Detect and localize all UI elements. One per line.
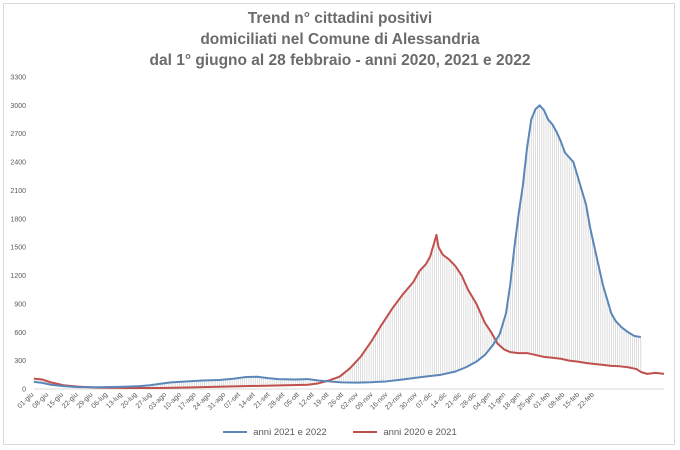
legend-item-2021-2022: anni 2021 e 2022 bbox=[223, 426, 327, 438]
x-tick-label: 22-feb bbox=[577, 391, 596, 410]
y-tick-label: 3300 bbox=[10, 75, 26, 82]
legend-item-2020-2021: anni 2020 e 2021 bbox=[353, 426, 457, 438]
series-line-2020-2021 bbox=[33, 233, 665, 390]
legend: anni 2021 e 2022 anni 2020 e 2021 bbox=[0, 425, 680, 438]
x-tick-label: 12-ott bbox=[298, 391, 316, 409]
x-axis: 01-giu08-giu15-giu22-giu29-giu06-lug13-l… bbox=[17, 388, 664, 412]
legend-swatch-2020-2021 bbox=[353, 431, 378, 433]
drop-lines bbox=[33, 105, 642, 389]
chart-title: Trend n° cittadini positivi domiciliati … bbox=[0, 8, 680, 71]
y-tick-label: 1200 bbox=[10, 273, 26, 280]
legend-label-2021-2022: anni 2021 e 2022 bbox=[253, 426, 327, 438]
legend-swatch-2021-2022 bbox=[223, 431, 248, 433]
y-tick-label: 2100 bbox=[10, 188, 26, 195]
chart-title-line-1: Trend n° cittadini positivi bbox=[247, 10, 433, 27]
chart-title-line-3: dal 1° giugno al 28 febbraio - anni 2020… bbox=[149, 52, 531, 69]
y-tick-label: 600 bbox=[14, 330, 26, 337]
series-line-2021-2022 bbox=[33, 104, 641, 389]
legend-label-2020-2021: anni 2020 e 2021 bbox=[383, 426, 457, 438]
y-tick-label: 3000 bbox=[10, 103, 26, 110]
y-tick-label: 900 bbox=[14, 301, 26, 308]
y-tick-label: 300 bbox=[14, 358, 26, 365]
chart-title-line-2: domiciliati nel Comune di Alessandria bbox=[200, 31, 480, 48]
x-tick-label: 28-set bbox=[267, 391, 286, 410]
y-tick-label: 1500 bbox=[10, 245, 26, 252]
series-lines bbox=[33, 104, 665, 390]
x-tick-label: 05-ott bbox=[283, 391, 301, 409]
y-tick-label: 1800 bbox=[10, 216, 26, 223]
y-tick-label: 2400 bbox=[10, 160, 26, 167]
y-axis: 0 300 600 900 1200 1500 1800 2100 2400 2700 3000 33… bbox=[10, 75, 26, 394]
y-tick-label: 2700 bbox=[10, 131, 26, 138]
y-tick-label: 0 bbox=[22, 387, 26, 394]
x-tick-label: 19-ott bbox=[313, 391, 331, 409]
